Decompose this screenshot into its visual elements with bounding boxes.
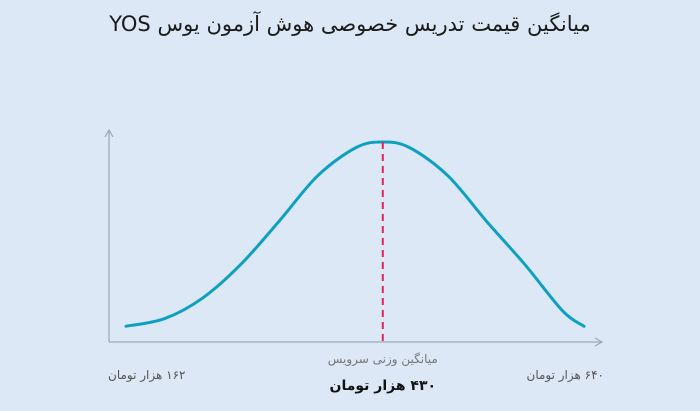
mean-caption: میانگین وزنی سرویس bbox=[327, 352, 438, 366]
mean-value-label: ۴۳۰ هزار تومان bbox=[329, 378, 437, 394]
y-axis-arrow-icon bbox=[104, 128, 114, 138]
chart-axes bbox=[104, 128, 604, 347]
x-axis-arrow-icon bbox=[594, 337, 604, 347]
x-tick-label-max: ۶۴۰ هزار تومان bbox=[526, 368, 605, 382]
chart-title: میانگین قیمت تدریس خصوصی هوش آزمون یوس Y… bbox=[109, 12, 591, 36]
x-tick-label-min: ۱۶۲ هزار تومان bbox=[108, 368, 186, 382]
distribution-curve bbox=[124, 140, 586, 328]
